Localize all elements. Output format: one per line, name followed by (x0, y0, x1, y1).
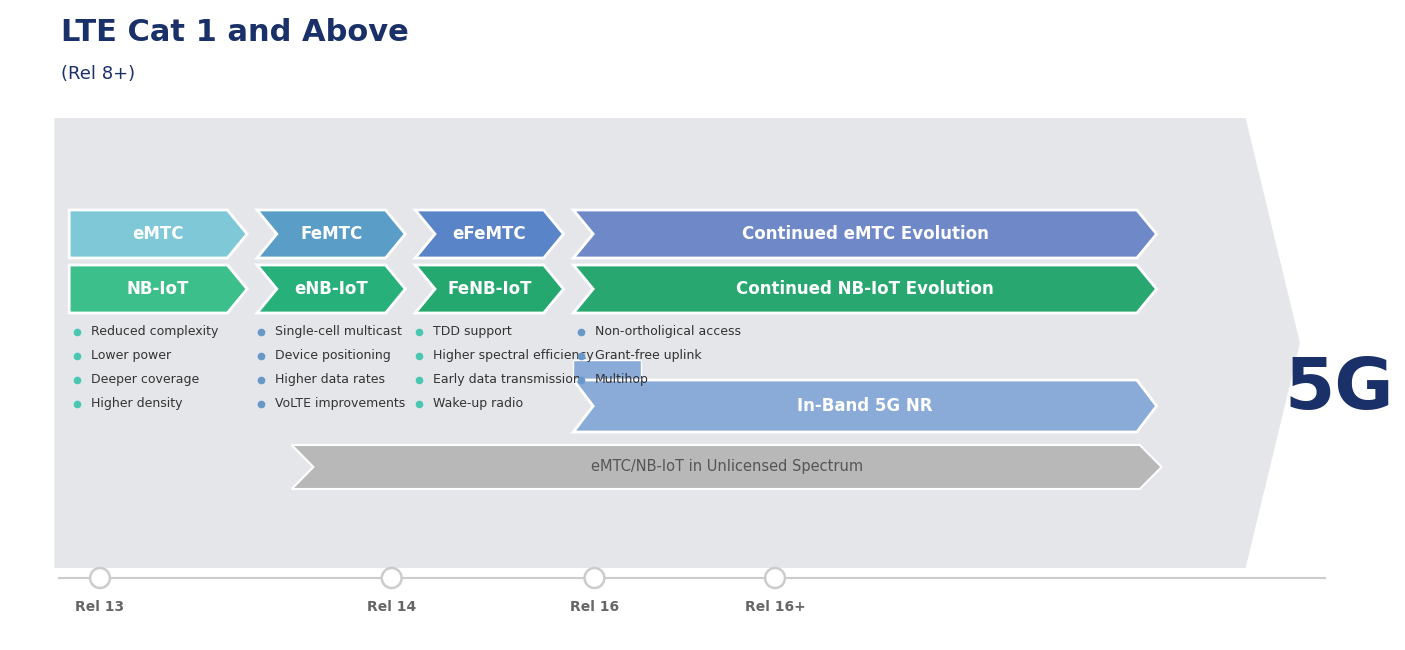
Text: eFeMTC: eFeMTC (452, 225, 525, 243)
Polygon shape (292, 445, 1162, 489)
Text: FeNB-IoT: FeNB-IoT (447, 280, 531, 298)
Polygon shape (69, 210, 247, 258)
Text: Deeper coverage: Deeper coverage (91, 374, 200, 387)
Text: TDD support: TDD support (433, 326, 511, 339)
Text: Lower power: Lower power (91, 350, 171, 363)
Text: Early data transmission: Early data transmission (433, 374, 580, 387)
Text: Rel 16+: Rel 16+ (745, 600, 805, 614)
Text: Grant-free uplink: Grant-free uplink (596, 350, 701, 363)
Text: Higher density: Higher density (91, 398, 183, 411)
Text: FeMTC: FeMTC (301, 225, 362, 243)
Text: Continued eMTC Evolution: Continued eMTC Evolution (742, 225, 989, 243)
Text: Wake-up radio: Wake-up radio (433, 398, 523, 411)
Text: Single-cell multicast: Single-cell multicast (275, 326, 402, 339)
Text: Higher spectral efficiency: Higher spectral efficiency (433, 350, 594, 363)
Text: Non-ortholigical access: Non-ortholigical access (596, 326, 740, 339)
Polygon shape (257, 265, 405, 313)
Text: eNB-IoT: eNB-IoT (294, 280, 368, 298)
Text: 5G: 5G (1284, 356, 1394, 424)
Polygon shape (69, 265, 247, 313)
Text: Rel 14: Rel 14 (367, 600, 416, 614)
Polygon shape (55, 118, 1300, 568)
Text: Higher data rates: Higher data rates (275, 374, 385, 387)
Polygon shape (573, 380, 1156, 432)
Polygon shape (416, 265, 563, 313)
Circle shape (90, 568, 110, 588)
Text: Continued NB-IoT Evolution: Continued NB-IoT Evolution (736, 280, 993, 298)
Text: (Rel 8+): (Rel 8+) (62, 65, 135, 83)
Text: Rel 16: Rel 16 (570, 600, 620, 614)
Text: NB-IoT: NB-IoT (126, 280, 190, 298)
Text: eMTC/NB-IoT in Unlicensed Spectrum: eMTC/NB-IoT in Unlicensed Spectrum (590, 460, 863, 474)
Text: VoLTE improvements: VoLTE improvements (275, 398, 405, 411)
Text: LTE Cat 1 and Above: LTE Cat 1 and Above (62, 18, 409, 47)
Polygon shape (573, 265, 1156, 313)
Text: Reduced complexity: Reduced complexity (91, 326, 218, 339)
Circle shape (382, 568, 402, 588)
Polygon shape (416, 210, 563, 258)
Polygon shape (573, 360, 641, 380)
Text: Rel 13: Rel 13 (76, 600, 125, 614)
Polygon shape (257, 210, 405, 258)
Text: eMTC: eMTC (132, 225, 184, 243)
Polygon shape (573, 210, 1156, 258)
Text: Multihop: Multihop (596, 374, 649, 387)
Circle shape (766, 568, 785, 588)
Text: Device positioning: Device positioning (275, 350, 391, 363)
Circle shape (584, 568, 604, 588)
Text: In-Band 5G NR: In-Band 5G NR (797, 397, 933, 415)
